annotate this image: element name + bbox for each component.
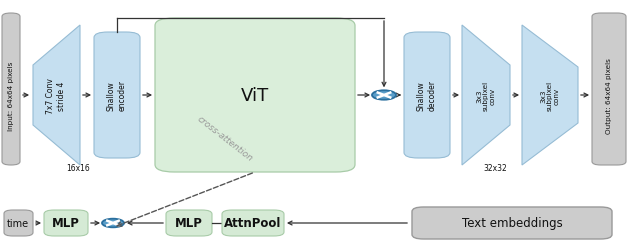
Text: Shallow
encoder: Shallow encoder xyxy=(107,80,127,111)
Text: 32x32: 32x32 xyxy=(483,164,507,173)
Text: 7x7 Conv
stride 4: 7x7 Conv stride 4 xyxy=(46,78,66,114)
Circle shape xyxy=(102,219,124,228)
Text: 3x3
subpixel
conv: 3x3 subpixel conv xyxy=(476,80,496,110)
Text: Input: 64x64 pixels: Input: 64x64 pixels xyxy=(8,61,14,130)
FancyBboxPatch shape xyxy=(155,19,355,172)
FancyBboxPatch shape xyxy=(166,210,212,236)
Polygon shape xyxy=(462,26,510,165)
Polygon shape xyxy=(522,26,578,165)
Text: time: time xyxy=(7,218,29,228)
FancyBboxPatch shape xyxy=(2,14,20,165)
FancyBboxPatch shape xyxy=(404,33,450,158)
Text: cross-attention: cross-attention xyxy=(195,114,255,163)
FancyBboxPatch shape xyxy=(222,210,284,236)
Text: MLP: MLP xyxy=(175,217,203,230)
Text: MLP: MLP xyxy=(52,217,80,230)
FancyBboxPatch shape xyxy=(44,210,88,236)
FancyBboxPatch shape xyxy=(94,33,140,158)
Text: AttnPool: AttnPool xyxy=(224,217,282,230)
FancyBboxPatch shape xyxy=(592,14,626,165)
Text: 16x16: 16x16 xyxy=(66,164,90,173)
FancyBboxPatch shape xyxy=(412,207,612,239)
Text: Text embeddings: Text embeddings xyxy=(461,217,563,230)
Text: Output: 64x64 pixels: Output: 64x64 pixels xyxy=(606,58,612,134)
Text: Shallow
decoder: Shallow decoder xyxy=(417,80,437,111)
Text: 3x3
subpixel
conv: 3x3 subpixel conv xyxy=(540,80,560,110)
Polygon shape xyxy=(33,26,80,165)
FancyBboxPatch shape xyxy=(4,210,33,236)
Circle shape xyxy=(372,91,396,100)
Text: ViT: ViT xyxy=(241,87,269,104)
